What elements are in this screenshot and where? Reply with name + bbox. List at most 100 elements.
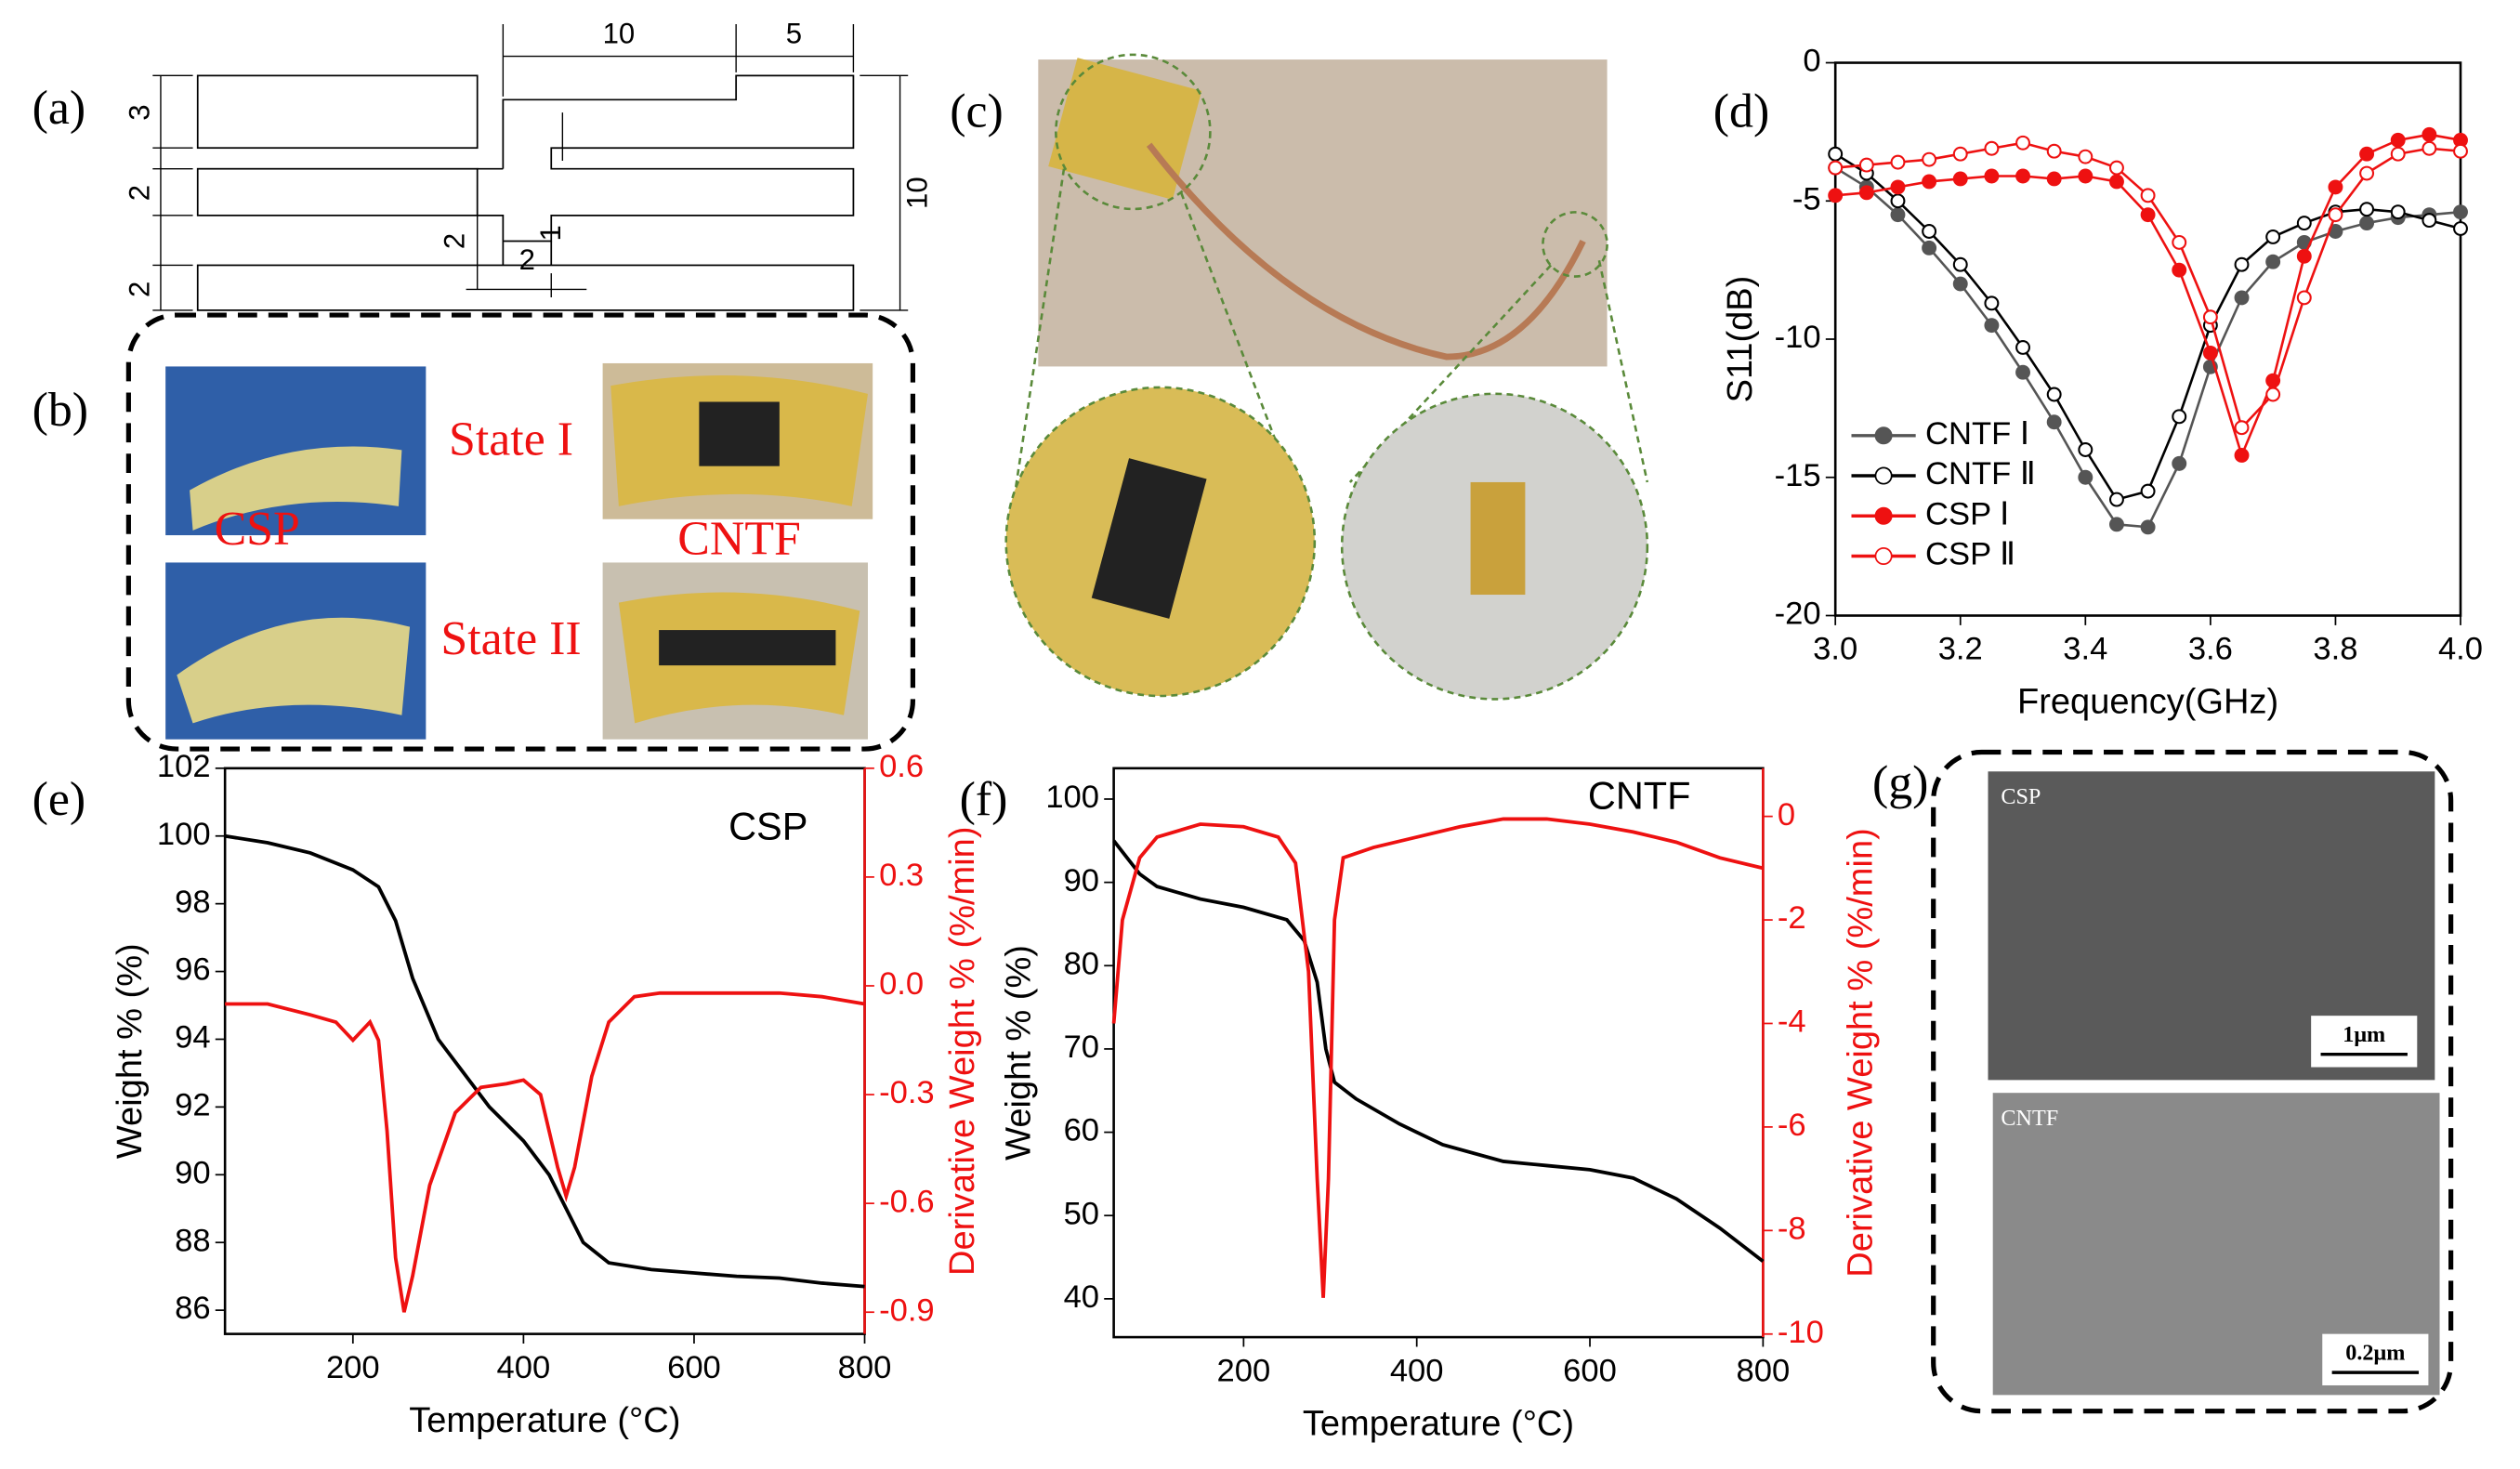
marker xyxy=(2078,149,2093,164)
dimension-label: 2 xyxy=(438,233,470,249)
y2-tick-label: -10 xyxy=(1778,1315,1824,1350)
dimension-label: 10 xyxy=(901,177,934,209)
marker xyxy=(1984,140,2000,156)
y2-tick-label: -4 xyxy=(1778,1004,1806,1040)
photo-label: CNTF xyxy=(677,513,801,566)
marker xyxy=(2453,204,2468,220)
scale-box xyxy=(2311,1016,2418,1068)
x-tick-label: 3.4 xyxy=(2063,632,2107,667)
marker xyxy=(2359,165,2375,181)
y2-tick-label: 0 xyxy=(1778,797,1795,833)
x-tick-label: 3.8 xyxy=(2313,632,2357,667)
marker xyxy=(1890,154,1906,170)
marker xyxy=(2328,207,2343,223)
marker xyxy=(2359,146,2375,162)
marker xyxy=(2265,254,2281,269)
marker xyxy=(2078,168,2093,184)
marker xyxy=(1952,256,1968,272)
series-line xyxy=(1112,839,1765,1264)
dimension-label: 2 xyxy=(123,282,155,297)
y-tick-label: 90 xyxy=(1064,863,1099,898)
y-tick-label: 88 xyxy=(175,1223,210,1258)
marker xyxy=(1952,171,1968,187)
x-tick-label: 200 xyxy=(1217,1353,1271,1388)
dimension-label: 3 xyxy=(123,104,155,120)
marker xyxy=(2453,143,2468,159)
y-axis-label: S11(dB) xyxy=(1721,276,1760,403)
y-axis-label: Weight % (%) xyxy=(111,943,150,1159)
dimension-label: 5 xyxy=(786,17,802,49)
marker xyxy=(1922,224,1937,239)
panel-label: (e) xyxy=(33,773,86,826)
photo-sample xyxy=(190,446,402,531)
x-axis-label: Temperature (°C) xyxy=(409,1401,680,1440)
photo-antenna xyxy=(1091,458,1207,619)
photo-cable xyxy=(1146,142,1586,361)
marker xyxy=(1922,151,1937,167)
marker xyxy=(2015,135,2030,151)
series-line xyxy=(224,833,865,1289)
legend-marker xyxy=(1874,506,1893,525)
y2-tick-label: -6 xyxy=(1778,1108,1806,1143)
marker xyxy=(2422,140,2437,156)
x-tick-label: 4.0 xyxy=(2438,632,2483,667)
dashed-frame xyxy=(125,312,916,752)
marker xyxy=(2202,345,2218,361)
dimension-label: 10 xyxy=(603,17,636,49)
image-label: CNTF xyxy=(2001,1106,2058,1131)
marker xyxy=(1952,146,1968,162)
marker xyxy=(2109,517,2124,532)
x-tick-label: 800 xyxy=(1737,1353,1791,1388)
marker xyxy=(2140,483,2156,499)
y2-tick-label: -0.6 xyxy=(879,1184,935,1219)
dimension-label: 1 xyxy=(534,225,567,241)
y-tick-label: 40 xyxy=(1064,1279,1099,1315)
marker xyxy=(1858,157,1874,173)
marker xyxy=(2390,204,2406,220)
marker xyxy=(2140,188,2156,203)
y2-tick-label: -2 xyxy=(1778,900,1806,936)
y-tick-label: -10 xyxy=(1775,320,1821,355)
antenna-diagram xyxy=(152,24,909,311)
dimension-label: 2 xyxy=(519,243,535,276)
x-tick-label: 800 xyxy=(838,1350,892,1385)
marker xyxy=(1984,295,2000,311)
y-tick-label: 0 xyxy=(1803,44,1820,79)
marker xyxy=(2109,492,2124,507)
legend-marker xyxy=(1874,466,1893,485)
photo-connector xyxy=(1470,481,1526,596)
plot-frame xyxy=(223,767,866,1335)
x-tick-label: 600 xyxy=(1563,1353,1617,1388)
dimension-label: 2 xyxy=(123,185,155,201)
photo-label: State II xyxy=(440,612,581,665)
legend-marker xyxy=(1874,547,1893,566)
y-tick-label: -20 xyxy=(1775,597,1821,632)
legend-marker xyxy=(1874,426,1893,445)
marker xyxy=(2265,229,2281,244)
marker xyxy=(2172,409,2187,425)
panel-label: (d) xyxy=(1713,85,1770,138)
marker xyxy=(1952,276,1968,292)
marker xyxy=(2015,168,2030,184)
panel-label: (c) xyxy=(950,85,1004,138)
x-tick-label: 3.2 xyxy=(1938,632,1983,667)
legend-label: CSP Ⅰ xyxy=(1925,496,2009,531)
marker xyxy=(2328,179,2343,195)
marker xyxy=(2046,171,2062,187)
panel-label: (b) xyxy=(33,384,88,437)
x-tick-label: 200 xyxy=(326,1350,380,1385)
marker xyxy=(2015,364,2030,380)
y-tick-label: 100 xyxy=(1045,780,1099,815)
marker xyxy=(2234,290,2250,306)
marker xyxy=(2172,455,2187,471)
dashed-frame xyxy=(1931,749,2454,1414)
y-tick-label: 96 xyxy=(175,952,210,988)
legend-label: CSP Ⅱ xyxy=(1925,537,2015,572)
marker xyxy=(1922,174,1937,190)
y-tick-label: 50 xyxy=(1064,1196,1099,1231)
marker xyxy=(2453,221,2468,236)
marker xyxy=(2078,442,2093,457)
marker xyxy=(2390,132,2406,148)
y-tick-label: 92 xyxy=(175,1088,210,1123)
